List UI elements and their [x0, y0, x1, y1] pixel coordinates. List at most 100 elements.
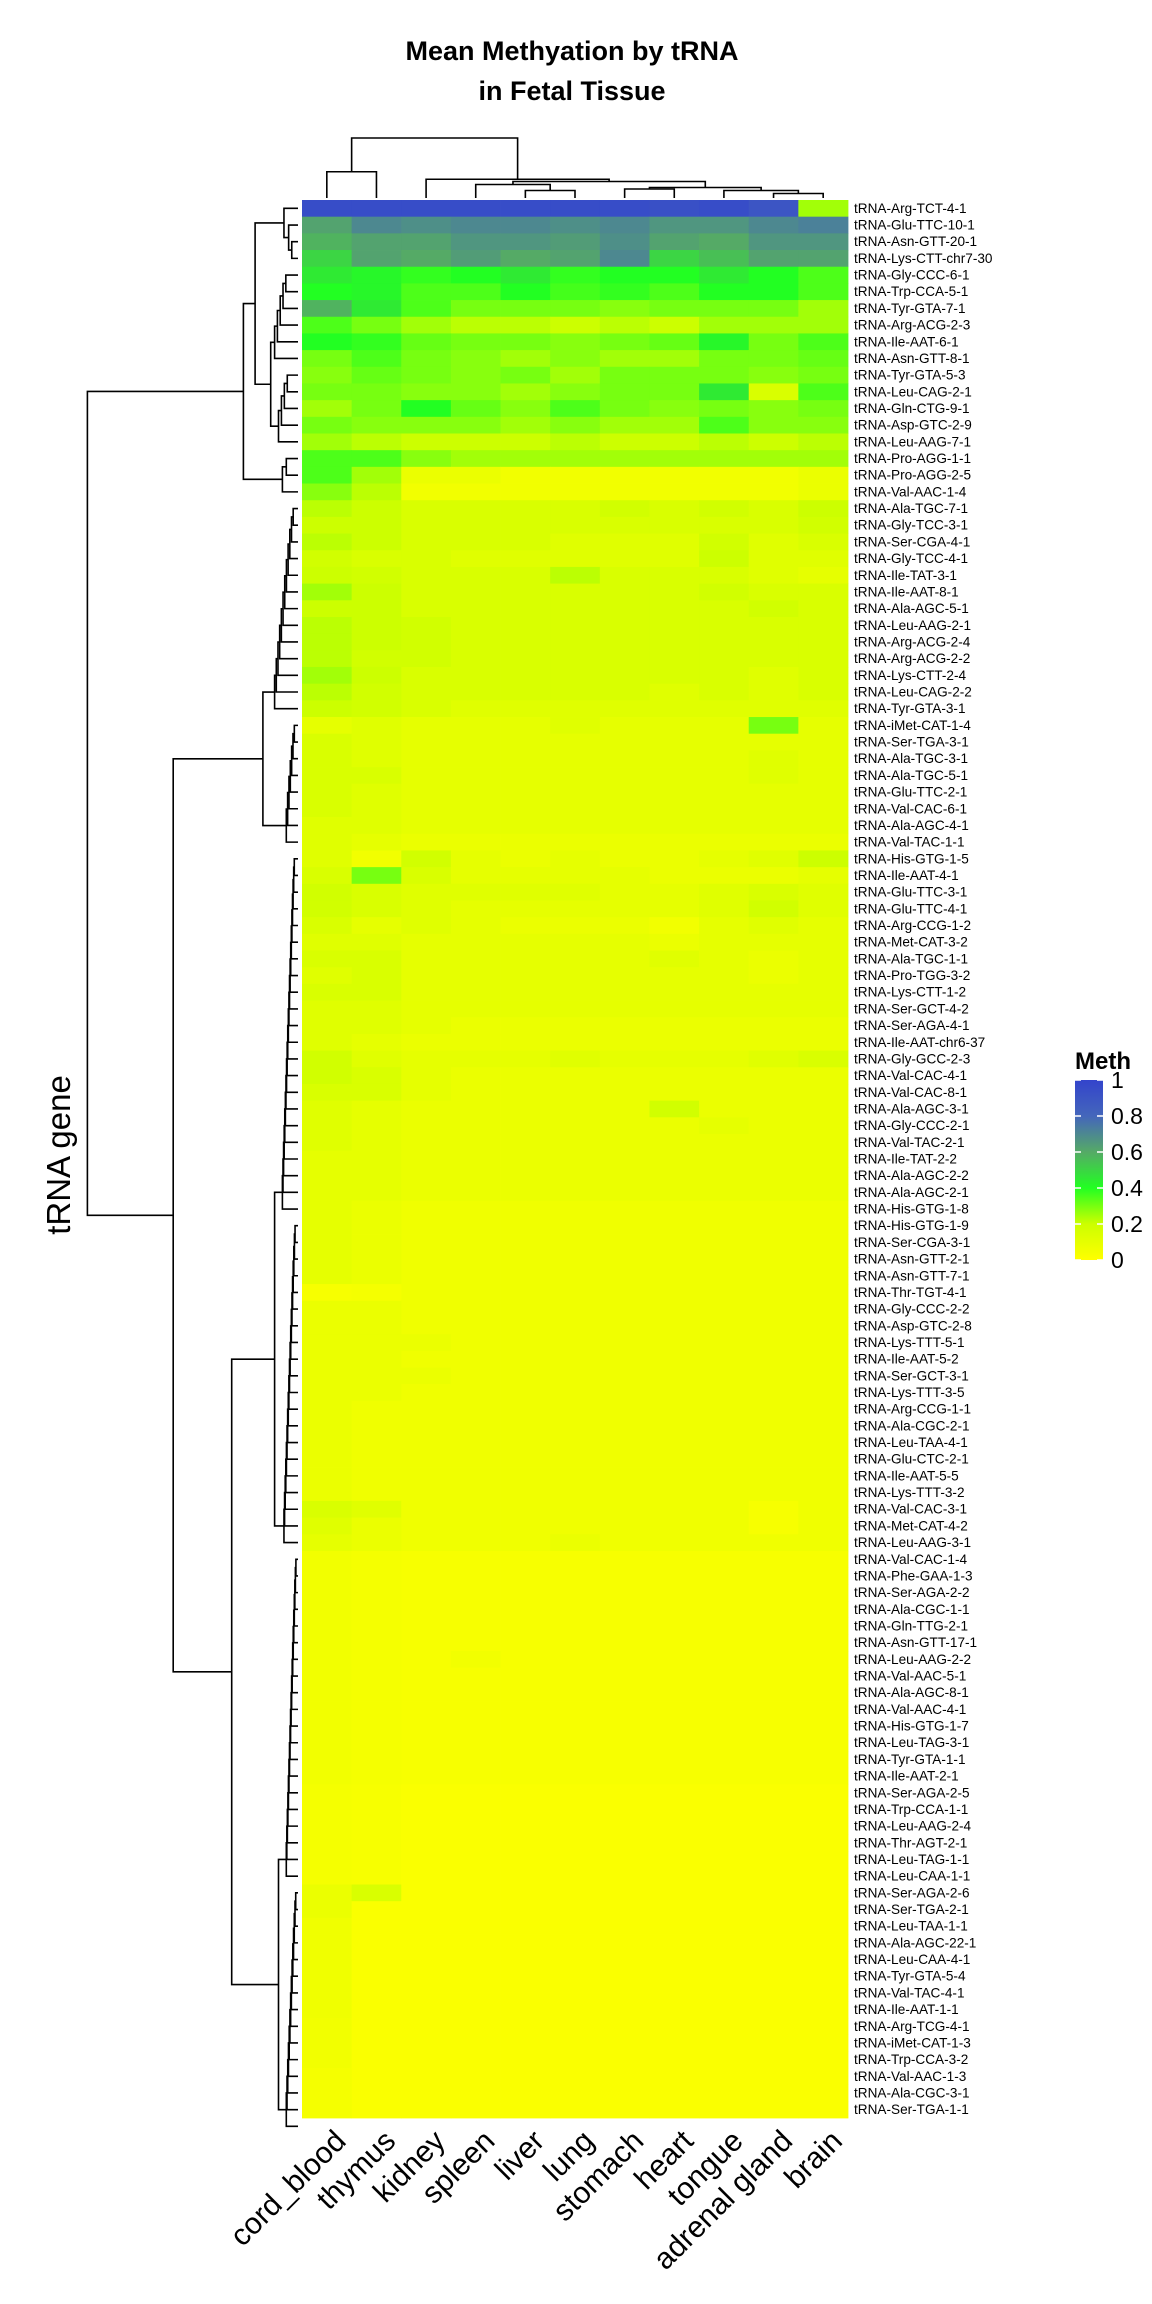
heatmap-cell — [599, 2001, 650, 2019]
heatmap-cell — [550, 833, 601, 851]
row-dendrogram-branch — [295, 1558, 298, 1577]
heatmap-cell — [401, 800, 452, 818]
heatmap-cell — [699, 1234, 750, 1252]
heatmap-cell — [649, 2084, 700, 2102]
row-label: tRNA-His-GTG-1-7 — [854, 1719, 969, 1734]
heatmap-cell — [302, 1217, 353, 1235]
row-dendrogram-branch — [287, 2042, 298, 2078]
heatmap-cell — [649, 516, 700, 534]
row-dendrogram-branch — [290, 1675, 298, 1711]
heatmap-cell — [351, 500, 402, 518]
heatmap-cell — [550, 1000, 601, 1018]
heatmap-cell — [401, 1050, 452, 1068]
row-label: tRNA-Arg-TCT-4-1 — [854, 201, 967, 216]
heatmap-cell — [302, 1951, 353, 1969]
heatmap-cell — [500, 433, 551, 451]
heatmap-cell — [550, 1117, 601, 1135]
heatmap-cell — [599, 933, 650, 951]
heatmap-cell — [699, 1150, 750, 1168]
heatmap-cell — [798, 933, 849, 951]
heatmap-cell — [351, 900, 402, 918]
heatmap-cell — [599, 1250, 650, 1268]
row-label: tRNA-Glu-TTC-10-1 — [854, 218, 975, 233]
heatmap-cell — [550, 2034, 601, 2052]
heatmap-cell — [450, 1701, 501, 1719]
heatmap-cell — [401, 550, 452, 568]
heatmap-cell — [599, 666, 650, 685]
heatmap-cell — [550, 683, 601, 701]
heatmap-cell — [302, 800, 353, 818]
heatmap-cell — [302, 666, 353, 685]
heatmap-cell — [302, 2051, 353, 2069]
heatmap-cell — [302, 1133, 353, 1152]
heatmap-cell — [550, 1734, 601, 1752]
heatmap-cell — [302, 500, 353, 518]
heatmap-cell — [401, 1467, 452, 1485]
heatmap-cell — [401, 1584, 452, 1602]
row-label: tRNA-iMet-CAT-1-3 — [854, 2035, 971, 2050]
heatmap-cell — [599, 633, 650, 651]
heatmap-cell — [699, 633, 750, 651]
heatmap-cell — [351, 1567, 402, 1585]
heatmap-cell — [450, 900, 501, 918]
row-dendrogram-branch — [290, 240, 298, 260]
heatmap-cell — [351, 1817, 402, 1835]
heatmap-cell — [351, 717, 402, 735]
row-dendrogram-branch — [294, 1579, 298, 1611]
heatmap-cell — [699, 967, 750, 985]
heatmap-cell — [748, 1751, 799, 1769]
heatmap-cell — [351, 1450, 402, 1468]
heatmap-cell — [798, 1817, 849, 1835]
heatmap-cell — [351, 1600, 402, 1619]
heatmap-cell — [550, 917, 601, 935]
heatmap-cell — [599, 1017, 650, 1035]
heatmap-cell — [500, 1801, 551, 1819]
heatmap-cell — [649, 550, 700, 568]
heatmap-cell — [500, 2101, 551, 2119]
heatmap-cell — [500, 1867, 551, 1885]
heatmap-cell — [649, 1634, 700, 1652]
heatmap-cell — [798, 750, 849, 768]
heatmap-cell — [748, 1901, 799, 1919]
heatmap-cell — [351, 1667, 402, 1685]
heatmap-cell — [599, 1400, 650, 1418]
row-label: tRNA-Gln-TTG-2-1 — [854, 1618, 968, 1633]
heatmap-cell — [699, 2051, 750, 2069]
heatmap-cell — [550, 400, 601, 418]
heatmap-cell — [699, 2001, 750, 2019]
heatmap-cell — [550, 1067, 601, 1085]
heatmap-cell — [599, 1384, 650, 1402]
heatmap-cell — [649, 433, 700, 451]
heatmap-cell — [748, 433, 799, 451]
heatmap-cell — [450, 1867, 501, 1885]
heatmap-cell — [798, 433, 849, 451]
heatmap-cell — [599, 867, 650, 885]
heatmap-cell — [649, 933, 700, 951]
heatmap-cell — [798, 1083, 849, 1102]
heatmap-cell — [351, 883, 402, 901]
heatmap-cell — [302, 1000, 353, 1018]
heatmap-cell — [351, 666, 402, 685]
heatmap-cell — [450, 500, 501, 518]
heatmap-cell — [649, 266, 700, 284]
heatmap-cell — [699, 450, 750, 468]
heatmap-cell — [550, 1467, 601, 1485]
heatmap-cell — [699, 516, 750, 534]
heatmap-cell — [798, 600, 849, 618]
row-label: tRNA-Val-CAC-4-1 — [854, 1068, 967, 1083]
row-label: tRNA-Asn-GTT-8-1 — [854, 351, 970, 366]
row-label: tRNA-Lys-TTT-3-5 — [854, 1385, 965, 1400]
row-label: tRNA-Val-TAC-2-1 — [854, 1135, 965, 1150]
heatmap-cell — [550, 800, 601, 818]
heatmap-cell — [649, 983, 700, 1001]
heatmap-cell — [401, 850, 452, 868]
heatmap-cell — [401, 583, 452, 601]
heatmap-cell — [699, 566, 750, 584]
heatmap-cell — [450, 700, 501, 718]
heatmap-cell — [599, 1033, 650, 1051]
heatmap-cell — [550, 2001, 601, 2019]
heatmap-cell — [351, 1250, 402, 1268]
row-dendrogram-branch — [230, 1358, 279, 1986]
heatmap-cell — [450, 983, 501, 1001]
heatmap-cell — [748, 2017, 799, 2036]
